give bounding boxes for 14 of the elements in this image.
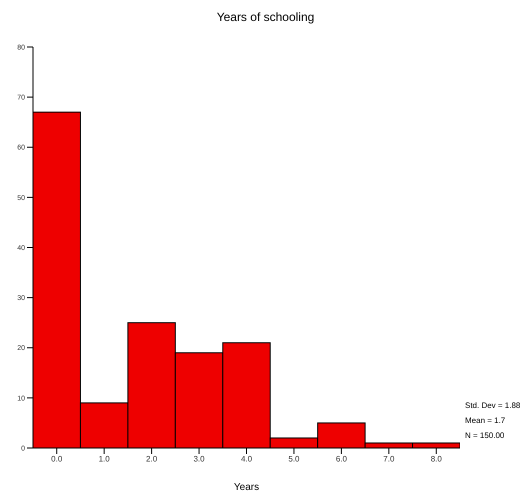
text: Mean = 1.7: [465, 416, 506, 425]
x-tick-label: 5.0: [288, 454, 300, 464]
chart-title: Years of schooling: [216, 10, 316, 24]
x-tick-label: 0.0: [51, 454, 63, 464]
x-axis-title: Years: [234, 482, 260, 493]
x-tick-label: 2.0: [146, 454, 158, 464]
x-tick-label: 7.0: [383, 454, 395, 464]
x-tick-label: 1.0: [98, 454, 110, 464]
x-tick-label: 6.0: [336, 454, 348, 464]
x-tick-label: 3.0: [193, 454, 206, 464]
x-tick-label: 4.0: [240, 454, 253, 464]
text: Std. Dev = 1.88: [465, 401, 520, 410]
x-tick-label: 8.0: [430, 454, 442, 464]
text: N = 150.00: [465, 431, 504, 440]
